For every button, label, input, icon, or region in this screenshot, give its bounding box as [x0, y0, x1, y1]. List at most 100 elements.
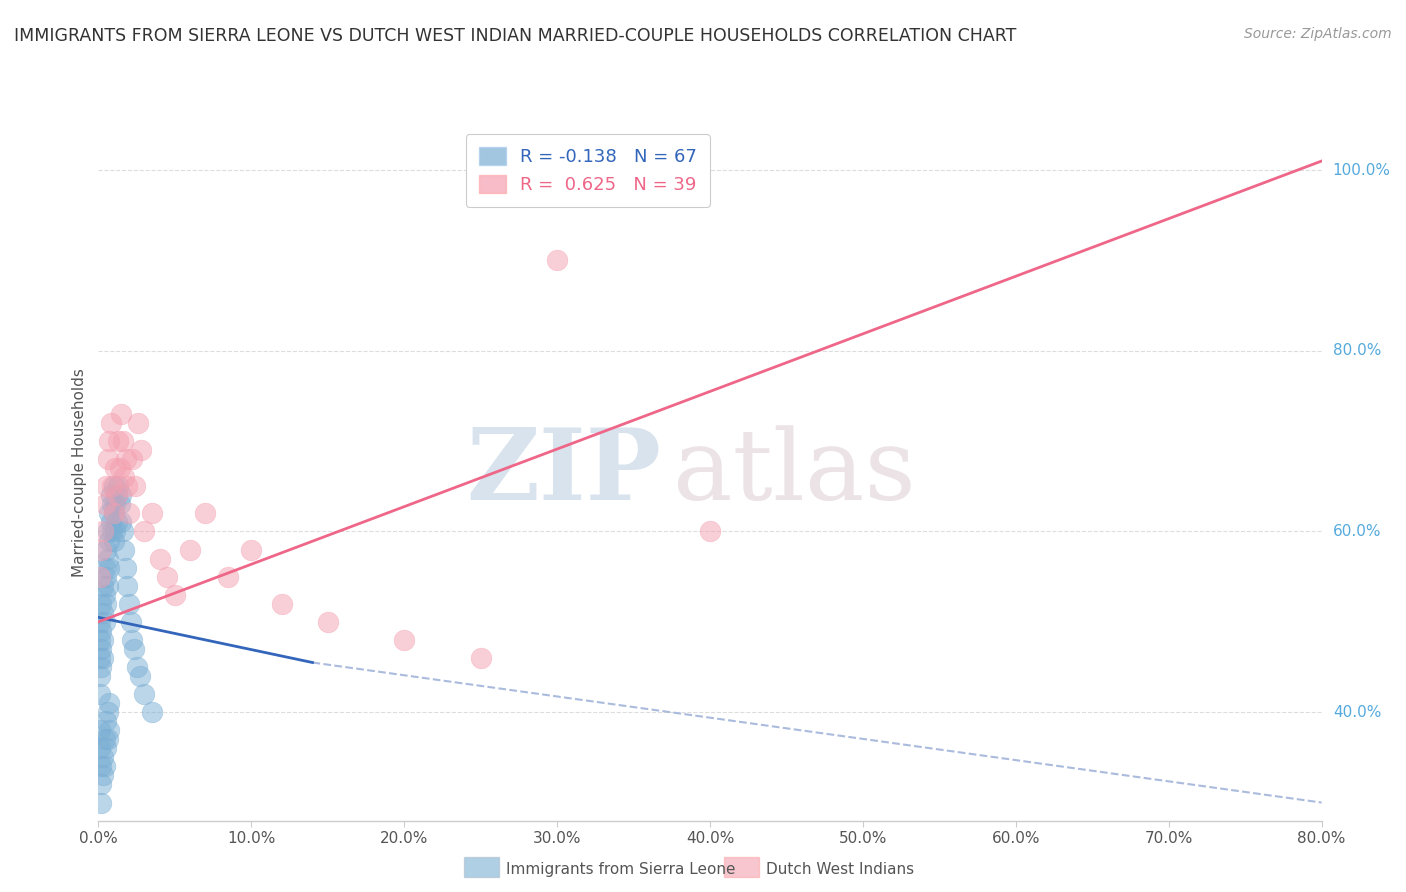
- Point: [101, 479, 124, 493]
- Point: [97, 551, 120, 566]
- Point: [104, 461, 127, 475]
- Point: [97, 524, 120, 539]
- Point: [90, 796, 112, 810]
- Point: [105, 488, 128, 502]
- Text: Source: ZipAtlas.com: Source: ZipAtlas.com: [1244, 27, 1392, 41]
- Point: [90, 624, 112, 638]
- Point: [108, 497, 131, 511]
- Point: [127, 416, 149, 430]
- Point: [129, 443, 152, 458]
- Point: [121, 632, 143, 647]
- Point: [98, 696, 121, 710]
- Point: [107, 479, 129, 493]
- Point: [134, 524, 156, 539]
- Point: [93, 560, 115, 574]
- Point: [103, 533, 125, 548]
- Point: [94, 741, 117, 756]
- Point: [100, 516, 122, 530]
- Point: [91, 651, 114, 665]
- Point: [90, 597, 112, 611]
- Point: [91, 524, 114, 539]
- Point: [118, 597, 141, 611]
- Point: [94, 714, 117, 729]
- Point: [94, 569, 117, 583]
- Point: [89, 569, 111, 583]
- Point: [98, 434, 121, 449]
- Point: [90, 542, 112, 557]
- Text: 40.0%: 40.0%: [1333, 705, 1381, 720]
- Point: [392, 632, 416, 647]
- Point: [90, 642, 112, 657]
- Point: [98, 507, 121, 521]
- Point: [97, 732, 120, 747]
- Point: [108, 461, 131, 475]
- Point: [104, 524, 127, 539]
- Point: [89, 669, 111, 683]
- Point: [100, 488, 122, 502]
- Legend: R = -0.138   N = 67, R =  0.625   N = 39: R = -0.138 N = 67, R = 0.625 N = 39: [465, 134, 710, 207]
- Text: 100.0%: 100.0%: [1333, 162, 1391, 178]
- Point: [89, 687, 111, 701]
- Point: [98, 560, 121, 574]
- Point: [101, 524, 124, 539]
- Point: [111, 434, 134, 449]
- Point: [141, 507, 163, 521]
- Point: [163, 588, 186, 602]
- Point: [103, 507, 125, 521]
- Point: [117, 579, 139, 593]
- Point: [118, 507, 141, 521]
- Point: [240, 542, 263, 557]
- Point: [91, 579, 114, 593]
- Point: [97, 579, 120, 593]
- Point: [89, 741, 111, 756]
- Point: [470, 651, 492, 665]
- Y-axis label: Married-couple Households: Married-couple Households: [72, 368, 87, 577]
- Point: [149, 551, 172, 566]
- Point: [194, 507, 217, 521]
- Point: [91, 606, 114, 620]
- Point: [156, 569, 179, 583]
- Text: 60.0%: 60.0%: [1333, 524, 1381, 539]
- Point: [93, 759, 115, 773]
- Point: [89, 723, 111, 738]
- Point: [117, 479, 139, 493]
- Point: [110, 407, 132, 421]
- Point: [121, 452, 143, 467]
- Point: [124, 479, 146, 493]
- Point: [93, 588, 115, 602]
- Point: [97, 452, 120, 467]
- Point: [115, 560, 138, 574]
- Point: [270, 597, 292, 611]
- Point: [93, 497, 115, 511]
- Text: 80.0%: 80.0%: [1333, 343, 1381, 359]
- Point: [141, 705, 163, 719]
- Point: [112, 542, 135, 557]
- Point: [128, 669, 150, 683]
- Point: [112, 470, 135, 484]
- Point: [100, 416, 122, 430]
- Point: [93, 732, 115, 747]
- Point: [699, 524, 721, 539]
- Point: [90, 777, 112, 791]
- Point: [97, 705, 120, 719]
- Point: [101, 497, 124, 511]
- Point: [94, 479, 117, 493]
- Point: [217, 569, 239, 583]
- Point: [89, 632, 111, 647]
- Point: [120, 615, 142, 629]
- Point: [94, 597, 117, 611]
- Point: [546, 253, 568, 268]
- Point: [89, 651, 111, 665]
- Text: Dutch West Indians: Dutch West Indians: [766, 863, 914, 877]
- Point: [93, 615, 115, 629]
- Point: [115, 452, 138, 467]
- Point: [105, 516, 128, 530]
- Point: [94, 542, 117, 557]
- Point: [103, 479, 125, 493]
- Point: [110, 516, 132, 530]
- Point: [90, 759, 112, 773]
- Point: [98, 533, 121, 548]
- Text: IMMIGRANTS FROM SIERRA LEONE VS DUTCH WEST INDIAN MARRIED-COUPLE HOUSEHOLDS CORR: IMMIGRANTS FROM SIERRA LEONE VS DUTCH WE…: [14, 27, 1017, 45]
- Point: [111, 524, 134, 539]
- Point: [103, 507, 125, 521]
